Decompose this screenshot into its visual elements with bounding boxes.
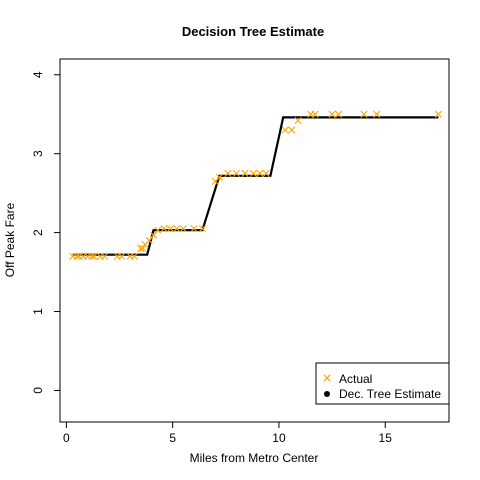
legend-label-tree: Dec. Tree Estimate [339,387,441,401]
y-tick-label: 4 [31,71,45,78]
y-tick-label: 1 [31,308,45,315]
legend-item-tree: Dec. Tree Estimate [324,387,441,401]
y-tick-label: 0 [31,387,45,394]
x-tick-label: 5 [169,431,176,445]
x-tick-label: 15 [379,431,393,445]
x-tick-label: 10 [272,431,286,445]
chart-title: Decision Tree Estimate [182,24,324,39]
x-tick-label: 0 [63,431,70,445]
x-axis-label: Miles from Metro Center [190,451,319,465]
legend-marker-tree [324,391,330,397]
y-tick-label: 2 [31,229,45,236]
y-axis-label: Off Peak Fare [3,202,17,277]
y-tick-label: 3 [31,150,45,157]
legend-label-actual: Actual [339,372,372,386]
legend: Actual Dec. Tree Estimate [316,363,449,404]
